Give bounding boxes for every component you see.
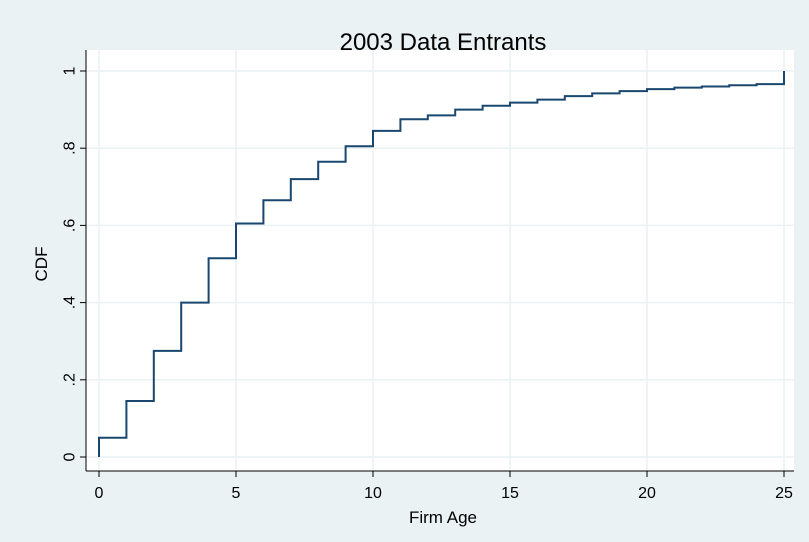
x-axis-label: Firm Age (409, 508, 477, 527)
x-tick-label: 15 (501, 485, 519, 502)
y-tick-label: .6 (62, 219, 79, 232)
y-tick-label: 1 (62, 66, 79, 75)
x-tick-label: 20 (638, 485, 656, 502)
x-tick-label: 25 (775, 485, 793, 502)
x-tick-label: 0 (95, 485, 104, 502)
plot-area (86, 50, 794, 471)
x-tick-label: 5 (232, 485, 241, 502)
chart-title: 2003 Data Entrants (340, 29, 547, 56)
x-tick-label: 10 (364, 485, 382, 502)
y-tick-label: .2 (62, 373, 79, 386)
y-tick-label: .8 (62, 141, 79, 154)
y-axis-label: CDF (32, 247, 51, 282)
y-tick-label: 0 (62, 452, 79, 461)
y-tick-label: .4 (62, 296, 79, 309)
